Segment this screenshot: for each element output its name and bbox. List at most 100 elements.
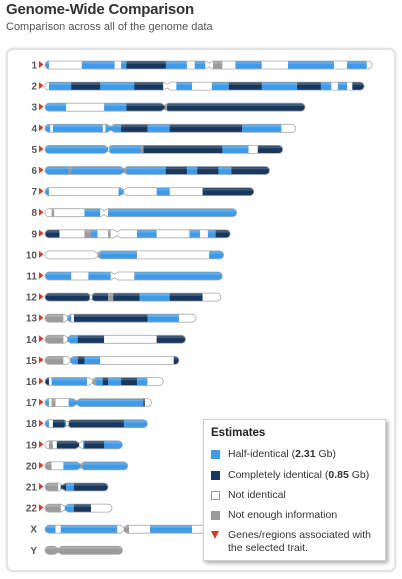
segment-none [222,61,236,69]
segment-half [347,61,368,69]
chromosome-16 [45,377,164,386]
segment-none [48,419,54,428]
trait-marker-icon [39,419,44,427]
segment-full [134,82,164,91]
segment-nodata [92,377,97,386]
segment-nodata [213,61,223,69]
trait-marker-icon [39,145,44,153]
chromosome-outline [44,419,148,429]
chromosome-label: X [30,525,37,536]
chromosome-outline [44,187,255,196]
segment-none [104,335,157,344]
segment-full [169,124,243,133]
chromosome-outline [44,102,306,112]
segment-half [88,272,111,280]
chromosome-13 [45,314,197,323]
segment-none [59,229,85,238]
chromosome-label: Y [30,546,37,557]
segment-full [73,504,92,513]
segment-half [123,419,148,428]
chromosome-outline [44,229,231,239]
segment-nodata [80,461,84,470]
segment-half [104,440,123,449]
trait-marker-icon [39,483,44,490]
segment-half [67,335,79,344]
segment-half [64,419,67,428]
segment-full [73,314,148,323]
chromosome-label: 12 [26,293,38,304]
segment-none [199,229,209,238]
segment-none [87,377,93,386]
segment-half [320,82,332,91]
segment-none [48,61,83,69]
segment-nodata [45,504,62,513]
chromosome-y [45,546,123,555]
legend-label: Genes/regions associated with the select… [228,529,371,554]
segment-nodata [51,208,55,217]
segment-none [48,377,52,386]
chromosome-label: 20 [26,461,38,472]
segment-half [63,461,81,470]
segment-nodata [51,398,56,407]
chromosome-2 [45,82,365,91]
chromosome-label: 1 [31,61,37,72]
trait-marker-icon [39,293,44,301]
segment-none [117,525,125,534]
legend-swatch-full [211,471,220,480]
segment-full [173,356,179,365]
segment-none [71,314,75,323]
segment-none [90,504,112,513]
chromosome-outline [44,292,222,302]
page-title: Genome-Wide Comparison [6,1,194,18]
chromosome-outline [44,313,197,323]
chromosome-outline [44,545,123,555]
trait-marker-icon [39,461,44,469]
trait-marker-icon [39,187,44,195]
segment-half [194,61,206,69]
segment-none [100,356,174,365]
segment-none [45,250,98,259]
segment-none [163,82,177,91]
chromosome-outline [44,208,238,218]
segment-none [333,61,348,69]
segment-nodata [45,335,64,344]
segment-half [84,208,101,217]
segment-half [45,103,67,112]
segment-none [202,293,221,302]
trait-marker-icon [39,166,44,174]
segment-half [45,419,50,428]
legend-swatch-nodata [211,511,220,520]
segment-half [176,82,193,91]
trait-marker-icon [39,103,44,111]
segment-none [58,483,62,491]
segment-none [123,187,157,196]
chromosome-outline [44,166,270,175]
chromosome-7 [45,187,254,196]
chromosome-outline [44,81,365,91]
chromosome-outline [44,334,186,344]
segment-half [60,525,118,534]
segment-none [100,208,109,217]
segment-full [165,166,188,175]
segment-nodata [108,293,114,302]
segment-half [45,145,109,154]
segment-nodata [123,525,130,534]
segment-none [60,504,65,513]
segment-none [136,250,210,259]
chromosome-label: 6 [31,166,37,177]
chromosome-outline [44,123,297,133]
segment-full [143,398,146,407]
segment-full [215,229,231,238]
segment-full [56,440,80,449]
segment-half [261,82,298,91]
segment-nodata [45,483,59,491]
segment-full [156,335,186,344]
segment-none [55,398,69,407]
chromosome-4 [45,124,296,133]
segment-half [121,61,127,69]
segment-full [77,356,85,365]
segment-half [189,229,201,238]
segment-half [108,377,122,386]
segment-half [156,187,171,196]
chromosome-label: 3 [31,103,37,114]
